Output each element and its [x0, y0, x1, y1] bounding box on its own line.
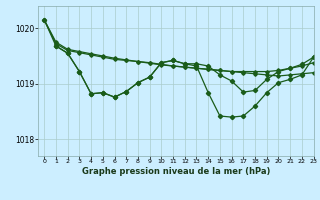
X-axis label: Graphe pression niveau de la mer (hPa): Graphe pression niveau de la mer (hPa): [82, 167, 270, 176]
